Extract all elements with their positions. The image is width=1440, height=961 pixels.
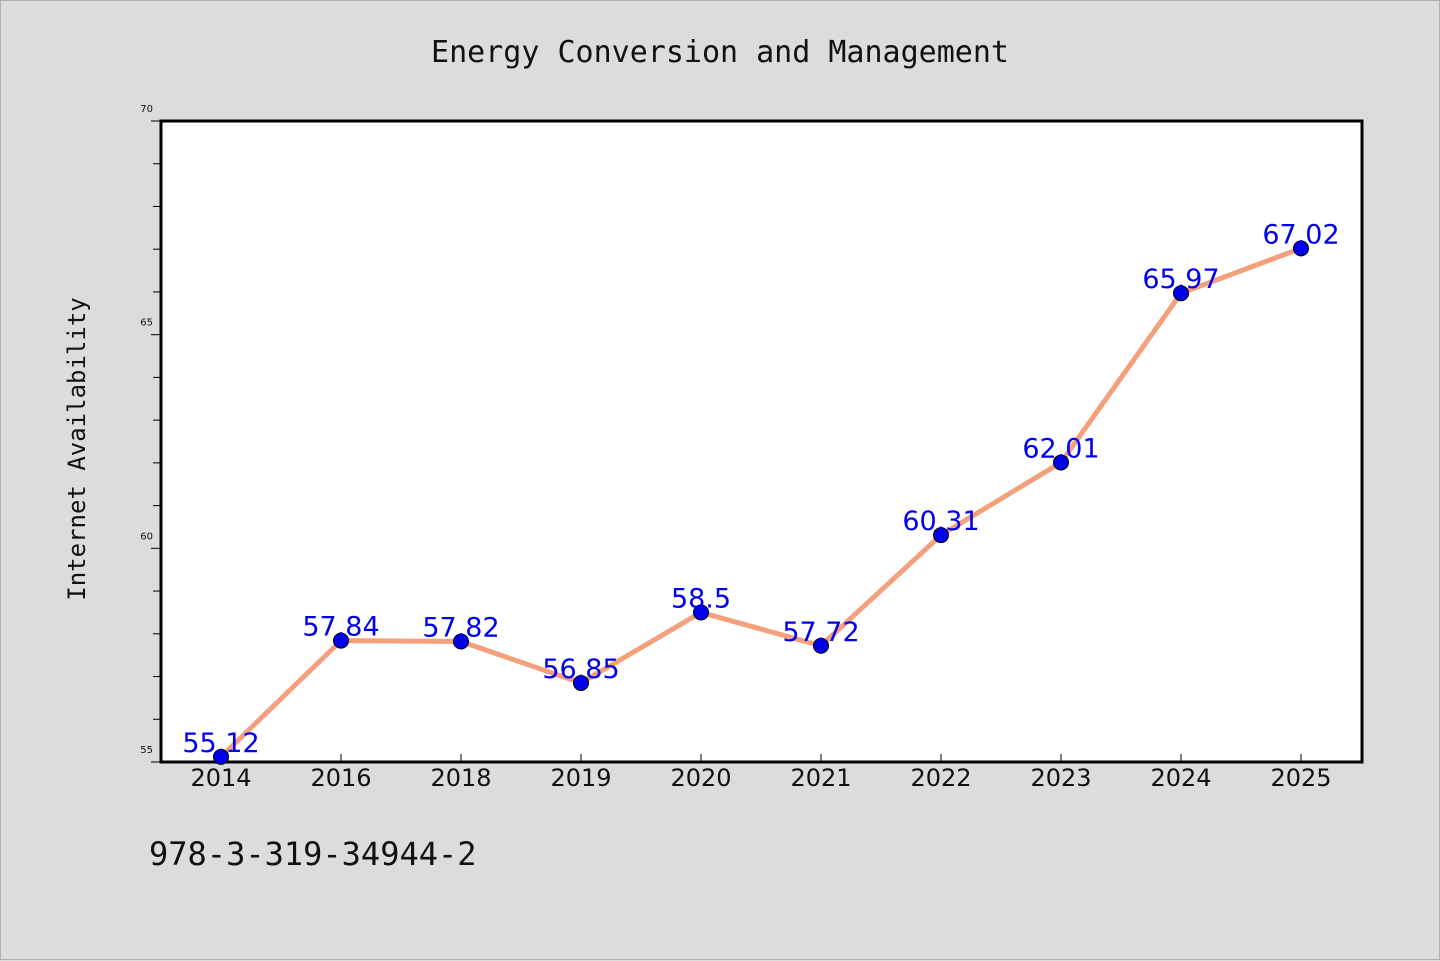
x-axis-ticks: 2014 2016 2018 2019 2020 2021 2022 2023 2024 2025 <box>190 754 1332 792</box>
y-tick-label: 65 <box>140 318 153 329</box>
data-point-2014 <box>213 748 229 765</box>
y-tick-label: 55 <box>140 745 153 756</box>
data-point-2022 <box>933 527 949 544</box>
x-tick-label: 2025 <box>1270 764 1331 792</box>
x-tick-label: 2022 <box>910 764 971 792</box>
data-point-2023 <box>1053 454 1069 471</box>
x-tick-label: 2019 <box>550 764 611 792</box>
data-point-2021 <box>813 637 829 654</box>
data-point-2020 <box>693 604 709 621</box>
data-point-2025 <box>1293 240 1309 257</box>
chart-title: Energy Conversion and Management <box>431 35 1009 70</box>
x-tick-label: 2014 <box>190 764 251 792</box>
data-label-2020: 58.5 <box>671 583 731 614</box>
series-line <box>219 246 1302 759</box>
data-point-2018 <box>453 633 469 650</box>
isbn-text: 978-3-319-34944-2 <box>149 835 477 873</box>
y-axis-ticks: 55 60 65 70 <box>140 104 161 763</box>
data-label-2019: 56.85 <box>542 654 619 685</box>
data-point-2024 <box>1173 285 1189 302</box>
x-tick-label: 2021 <box>790 764 851 792</box>
data-label-2024: 65.97 <box>1142 264 1219 295</box>
x-tick-label: 2016 <box>310 764 371 792</box>
data-label-2016: 57.84 <box>302 612 379 643</box>
x-tick-label: 2020 <box>670 764 731 792</box>
x-tick-label: 2024 <box>1150 764 1211 792</box>
y-tick-label: 60 <box>140 531 153 542</box>
data-markers <box>213 240 1309 765</box>
plot-area <box>159 119 1364 764</box>
data-point-2019 <box>573 674 589 691</box>
data-point-2016 <box>333 632 349 649</box>
y-tick-label: 70 <box>140 104 153 115</box>
data-label-2025: 67.02 <box>1262 219 1339 250</box>
data-label-2018: 57.82 <box>422 612 499 643</box>
data-label-2014: 55.12 <box>182 728 259 759</box>
x-tick-label: 2018 <box>430 764 491 792</box>
data-label-2023: 62.01 <box>1022 433 1099 464</box>
data-label-2022: 60.31 <box>902 506 979 537</box>
data-label-2021: 57.72 <box>782 617 859 648</box>
data-labels: 55.12 57.84 57.82 56.85 58.5 57.72 60.31 62.01 6… <box>182 219 1339 759</box>
x-tick-label: 2023 <box>1030 764 1091 792</box>
